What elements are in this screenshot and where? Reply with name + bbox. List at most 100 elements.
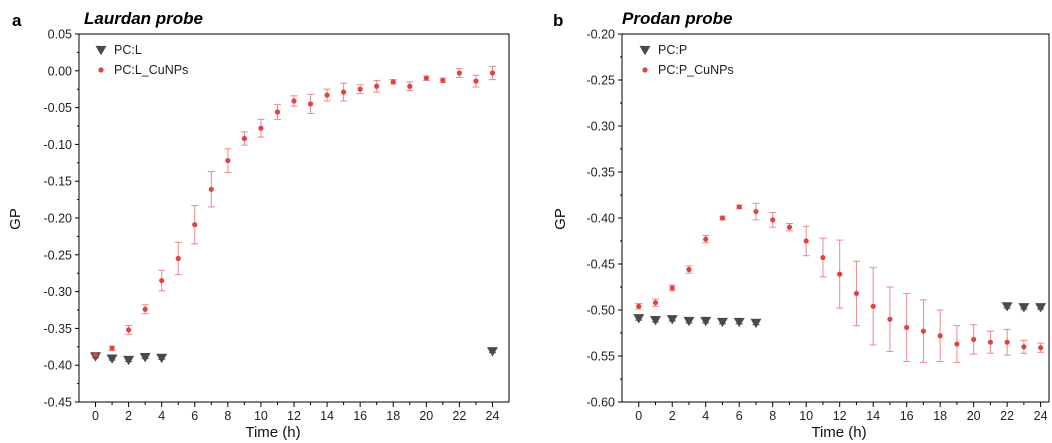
- x-tick-label: 14: [866, 409, 880, 423]
- x-axis-label-b: Time (h): [811, 424, 866, 441]
- data-point-circle: [341, 89, 347, 95]
- error-bars-a: [92, 65, 496, 363]
- x-tick-label: 18: [933, 409, 947, 423]
- data-point-circle: [870, 303, 876, 309]
- data-point-circle: [192, 222, 198, 228]
- data-point-circle: [904, 324, 910, 331]
- data-point-triangle: [106, 354, 118, 364]
- data-point-circle: [820, 254, 826, 261]
- y-axis-b: -0.20 -0.25 -0.30 -0.35 -0.40 -0.45 -0.50 -0.55…: [587, 28, 622, 410]
- x-tick-label: 8: [769, 409, 776, 423]
- data-point-circle: [208, 186, 214, 192]
- y-axis-label-b: GP: [552, 208, 569, 230]
- y-tick-label: -0.05: [44, 101, 73, 115]
- legend-label-pc-p-cunps: PC:P_CuNPs: [658, 63, 734, 77]
- data-point-circle: [1004, 339, 1010, 345]
- x-tick-label: 6: [191, 409, 198, 423]
- legend-marker-pc-l-cunps: [98, 67, 104, 73]
- data-point-circle: [987, 339, 993, 345]
- legend-b: PC:P PC:P_CuNPs: [639, 43, 734, 77]
- x-tick-label: 10: [799, 409, 813, 423]
- y-tick-label: -0.60: [587, 396, 616, 410]
- data-point-circle: [473, 78, 479, 84]
- panel-title-b: Prodan probe: [622, 9, 733, 28]
- data-point-circle: [887, 316, 893, 322]
- data-point-circle: [159, 277, 165, 284]
- x-tick-label: 22: [452, 409, 466, 423]
- data-point-circle: [786, 224, 793, 230]
- x-tick-label: 16: [900, 409, 914, 423]
- y-tick-label: 0.05: [48, 28, 72, 42]
- data-point-circle: [274, 109, 281, 115]
- data-point-circle: [686, 266, 692, 273]
- data-point-triangle: [649, 315, 661, 326]
- panel-title-a: Laurdan probe: [84, 9, 203, 28]
- x-tick-label: 20: [967, 409, 981, 423]
- y-tick-label: -0.45: [44, 396, 73, 410]
- data-point-circle: [258, 125, 264, 131]
- x-tick-label: 10: [254, 409, 268, 423]
- data-point-circle: [489, 70, 496, 76]
- data-point-circle: [803, 238, 809, 244]
- data-point-circle: [423, 75, 429, 81]
- x-tick-label: 22: [1000, 409, 1014, 423]
- y-axis-label-a: GP: [7, 208, 24, 230]
- data-point-circle: [175, 255, 181, 262]
- y-tick-label: -0.35: [44, 322, 73, 336]
- x-tick-label: 4: [702, 409, 709, 423]
- plot-frame-b: [621, 33, 1050, 403]
- y-tick-label: -0.15: [44, 175, 73, 189]
- panel-letter-a: a: [12, 11, 22, 30]
- data-point-circle: [669, 285, 675, 291]
- data-point-triangle: [486, 347, 498, 357]
- y-tick-label: -0.45: [587, 258, 616, 272]
- data-point-circle: [837, 271, 843, 277]
- x-tick-label: 20: [419, 409, 433, 423]
- plot-frame-a: [78, 33, 510, 403]
- y-tick-label: -0.25: [44, 248, 73, 262]
- data-point-circle: [736, 204, 742, 210]
- legend-marker-pc-p-cunps: [642, 67, 648, 73]
- x-tick-label: 12: [833, 409, 847, 423]
- x-tick-label: 16: [353, 409, 367, 423]
- data-point-circle: [291, 98, 297, 104]
- x-tick-label: 2: [669, 409, 676, 423]
- data-point-triangle: [1001, 302, 1013, 312]
- y-axis-a: 0.05 0.00 -0.05 -0.10 -0.15 -0.20 -0.25 -0.30 -0…: [44, 28, 79, 410]
- x-tick-label: 0: [635, 409, 642, 423]
- y-tick-label: 0.00: [48, 64, 72, 78]
- data-point-circle: [307, 101, 314, 107]
- data-point-circle: [142, 306, 148, 312]
- data-point-circle: [753, 208, 759, 215]
- data-point-triangle: [156, 353, 168, 364]
- x-axis-label-a: Time (h): [245, 424, 300, 441]
- data-point-triangle: [716, 317, 728, 328]
- x-tick-label: 0: [92, 409, 99, 423]
- data-points-b: [633, 204, 1047, 351]
- y-tick-label: -0.20: [44, 212, 73, 226]
- data-point-circle: [770, 217, 776, 223]
- data-point-circle: [853, 290, 860, 297]
- legend-marker-pc-l: [95, 45, 107, 56]
- data-point-circle: [109, 345, 115, 351]
- data-point-circle: [1021, 344, 1027, 350]
- data-point-triangle: [1035, 303, 1047, 313]
- data-points-a: [90, 70, 498, 366]
- data-point-circle: [652, 300, 659, 306]
- panel-b: b Prodan probe -0.20 -0.25 -0.30 -0.35 -0.40…: [552, 9, 1050, 441]
- x-axis-b: 0 2 4 6 8 10 12 14 16 18 20 22 24: [635, 402, 1048, 423]
- data-point-triangle: [1018, 303, 1030, 313]
- x-axis-a: 0 2 4 6 8 10 12 14 16 18 20 22 24: [92, 402, 499, 423]
- data-point-triangle: [139, 352, 151, 363]
- data-point-triangle: [666, 315, 678, 325]
- x-tick-label: 6: [736, 409, 743, 423]
- x-tick-label: 12: [287, 409, 301, 423]
- y-tick-label: -0.25: [587, 74, 616, 88]
- data-point-circle: [636, 303, 642, 309]
- data-point-circle: [407, 83, 413, 89]
- data-point-circle: [1038, 345, 1044, 351]
- y-tick-label: -0.20: [587, 28, 616, 42]
- error-bars-b: [635, 202, 1045, 363]
- x-tick-label: 14: [320, 409, 334, 423]
